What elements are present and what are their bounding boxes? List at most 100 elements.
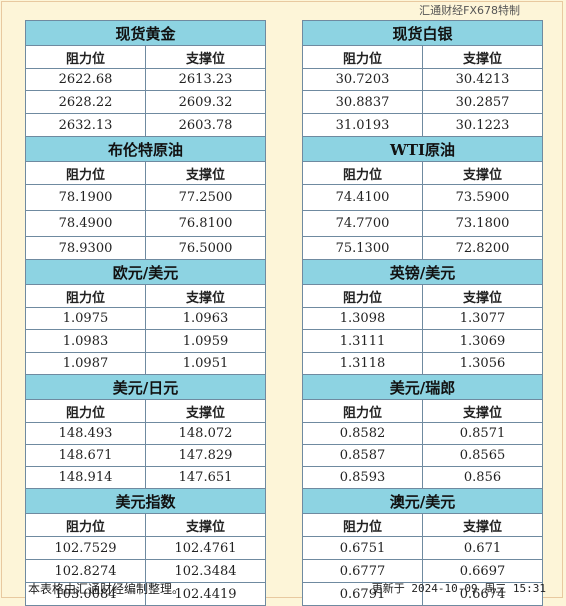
table-row: 1.0975 1.0963 [25,307,267,330]
column-header-row: 阻力位 支撑位 [25,513,267,537]
quote-table-left: 现货黄金 阻力位 支撑位 2622.68 2613.23 2628.22 2609.32 26… [24,20,267,606]
support-value: 1.0959 [144,329,267,353]
support-value: 1.3077 [421,307,544,330]
instrument-title: 现货黄金 [24,20,267,46]
instrument-title: 现货白银 [301,20,544,46]
resistance-header: 阻力位 [25,45,146,69]
resistance-value: 0.8582 [302,422,423,445]
instrument-title: 美元指数 [24,488,267,514]
support-value: 1.3056 [421,352,544,375]
quote-table-right: 现货白银 阻力位 支撑位 30.7203 30.4213 30.8837 30.2857 31… [301,20,544,606]
table-row: 102.7529 102.4761 [25,536,267,560]
table-row: 74.4100 73.5900 [302,184,544,211]
support-value: 73.1800 [421,210,544,237]
instrument-title: 美元/日元 [24,374,267,400]
resistance-value: 148.914 [25,466,146,489]
column-header-row: 阻力位 支撑位 [302,513,544,537]
support-value: 102.3484 [144,559,267,583]
column-header-row: 阻力位 支撑位 [302,284,544,308]
table-row: 2632.13 2603.78 [25,113,267,137]
section-title-row: 英镑/美元 [301,259,544,285]
section-title-row: 现货黄金 [24,20,267,46]
support-value: 0.8571 [421,422,544,445]
support-header: 支撑位 [144,399,267,423]
instrument-title: 布伦特原油 [24,136,267,162]
support-value: 2609.32 [144,90,267,114]
column-header-row: 阻力位 支撑位 [25,161,267,185]
column-header-row: 阻力位 支撑位 [25,284,267,308]
support-value: 0.856 [421,466,544,489]
column-header-row: 阻力位 支撑位 [302,399,544,423]
table-row: 0.6751 0.671 [302,536,544,560]
support-value: 147.651 [144,466,267,489]
column-header-row: 阻力位 支撑位 [25,45,267,69]
support-header: 支撑位 [421,284,544,308]
table-row: 2622.68 2613.23 [25,68,267,91]
table-row: 30.8837 30.2857 [302,90,544,114]
instrument-title: WTI原油 [301,136,544,162]
table-row: 78.1900 77.2500 [25,184,267,211]
table-row: 0.8587 0.8565 [302,444,544,467]
resistance-value: 148.671 [25,444,146,467]
resistance-header: 阻力位 [302,45,423,69]
table-row: 75.1300 72.8200 [302,236,544,260]
support-header: 支撑位 [421,513,544,537]
resistance-value: 78.1900 [25,184,146,211]
resistance-value: 1.3111 [302,329,423,353]
support-header: 支撑位 [421,399,544,423]
table-row: 0.8593 0.856 [302,466,544,489]
column-header-row: 阻力位 支撑位 [25,399,267,423]
table-row: 1.0987 1.0951 [25,352,267,375]
resistance-value: 78.4900 [25,210,146,237]
resistance-value: 1.0983 [25,329,146,353]
table-row: 148.671 147.829 [25,444,267,467]
resistance-value: 2628.22 [25,90,146,114]
resistance-value: 75.1300 [302,236,423,260]
resistance-header: 阻力位 [25,161,146,185]
table-row: 30.7203 30.4213 [302,68,544,91]
section-title-row: 美元/日元 [24,374,267,400]
column-header-row: 阻力位 支撑位 [302,161,544,185]
table-row: 78.9300 76.5000 [25,236,267,260]
resistance-header: 阻力位 [302,513,423,537]
support-header: 支撑位 [144,161,267,185]
resistance-value: 1.3118 [302,352,423,375]
resistance-value: 0.8587 [302,444,423,467]
resistance-value: 1.0987 [25,352,146,375]
resistance-value: 1.0975 [25,307,146,330]
resistance-value: 30.8837 [302,90,423,114]
resistance-header: 阻力位 [25,399,146,423]
table-row: 31.0193 30.1223 [302,113,544,137]
resistance-value: 78.9300 [25,236,146,260]
support-header: 支撑位 [421,45,544,69]
section-title-row: 美元/瑞郎 [301,374,544,400]
resistance-value: 2632.13 [25,113,146,137]
support-value: 30.4213 [421,68,544,91]
resistance-value: 0.8593 [302,466,423,489]
section-title-row: 欧元/美元 [24,259,267,285]
table-row: 1.3098 1.3077 [302,307,544,330]
table-row: 148.914 147.651 [25,466,267,489]
support-header: 支撑位 [421,161,544,185]
resistance-value: 2622.68 [25,68,146,91]
support-value: 102.4761 [144,536,267,560]
support-header: 支撑位 [144,513,267,537]
support-value: 76.5000 [144,236,267,260]
support-header: 支撑位 [144,45,267,69]
resistance-header: 阻力位 [302,399,423,423]
support-value: 0.8565 [421,444,544,467]
support-value: 2613.23 [144,68,267,91]
resistance-value: 31.0193 [302,113,423,137]
support-value: 147.829 [144,444,267,467]
support-value: 76.8100 [144,210,267,237]
table-row: 1.3111 1.3069 [302,329,544,353]
resistance-value: 74.7700 [302,210,423,237]
support-value: 72.8200 [421,236,544,260]
instrument-title: 欧元/美元 [24,259,267,285]
resistance-header: 阻力位 [25,513,146,537]
section-title-row: 澳元/美元 [301,488,544,514]
resistance-value: 102.7529 [25,536,146,560]
support-value: 1.0963 [144,307,267,330]
page-frame [1,1,563,598]
table-row: 1.0983 1.0959 [25,329,267,353]
